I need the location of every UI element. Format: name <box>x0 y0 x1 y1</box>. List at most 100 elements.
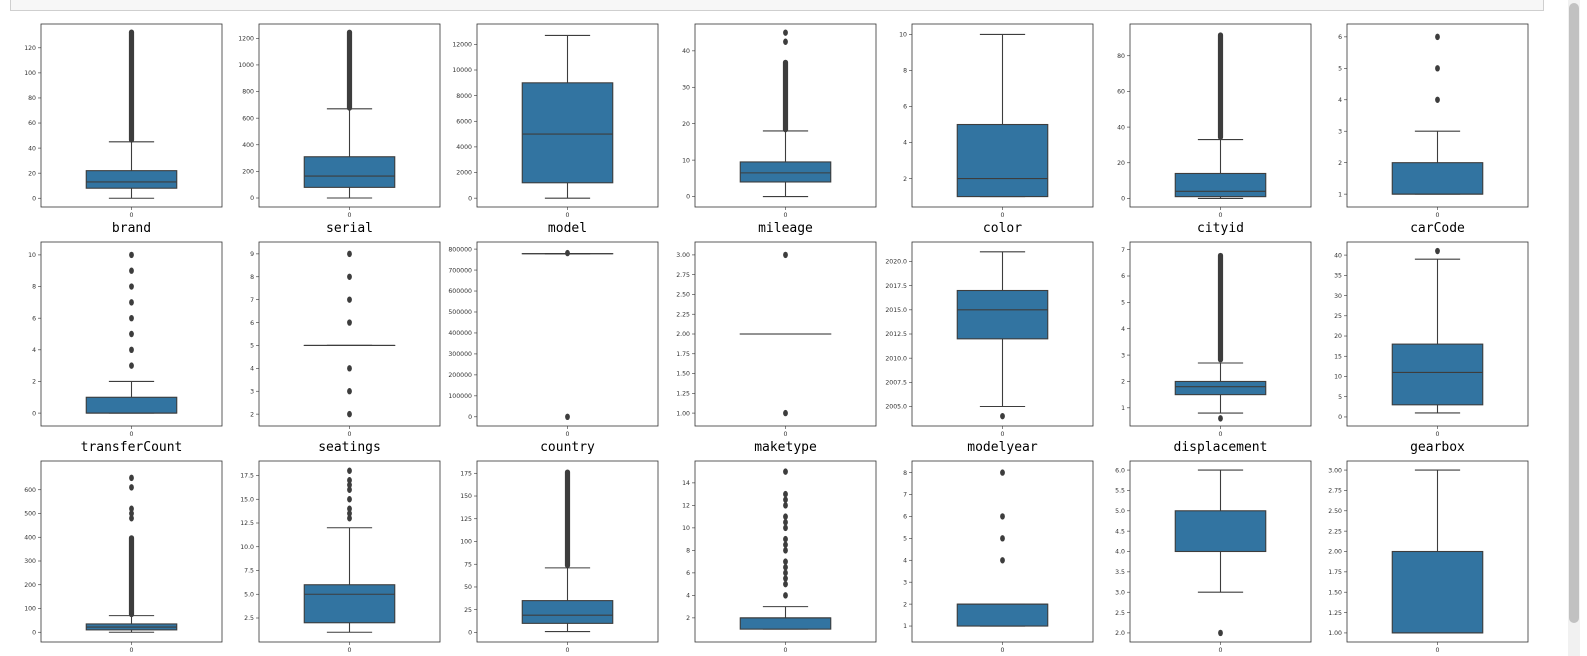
y-tick-label: 3.0 <box>1115 589 1125 596</box>
y-tick-label: 4.0 <box>1115 549 1125 556</box>
y-tick-label: 600 <box>242 115 254 122</box>
y-tick-label: 4 <box>1338 97 1342 104</box>
y-tick-label: 4 <box>903 557 907 564</box>
y-tick-label: 1.50 <box>676 371 690 378</box>
y-tick-label: 2020.0 <box>885 259 907 266</box>
x-axis-label: serial <box>326 221 373 236</box>
x-tick-label: 0 <box>348 431 352 438</box>
box-iqr <box>1174 380 1267 396</box>
outlier-cluster <box>782 59 789 133</box>
boxplot-panel: 2 3 4 5 6 7 8 9 0 seatings <box>250 241 441 455</box>
y-tick-label: 30 <box>1334 293 1342 300</box>
y-tick-label: 1.50 <box>1328 589 1342 596</box>
boxplot-panel: 0 20 40 60 80 100 120 0 brand <box>24 23 223 236</box>
y-tick-label: 4 <box>686 593 690 600</box>
y-tick-label: 5 <box>1121 300 1125 307</box>
y-tick-label: 3 <box>1338 128 1342 135</box>
outlier-point <box>1435 65 1440 72</box>
outlier-point <box>783 29 788 36</box>
y-tick-label: 0 <box>686 194 690 201</box>
box-iqr <box>85 170 178 189</box>
y-tick-label: 3 <box>250 388 254 395</box>
x-axis-label: modelyear <box>967 440 1038 455</box>
y-tick-label: 1.75 <box>676 351 690 358</box>
x-tick-label: 0 <box>566 647 570 654</box>
scrollbar-thumb[interactable] <box>1569 3 1579 623</box>
y-tick-label: 2 <box>903 176 907 183</box>
y-tick-label: 2 <box>903 601 907 608</box>
y-tick-label: 3.00 <box>676 252 690 259</box>
y-tick-label: 2005.0 <box>885 404 907 411</box>
box-iqr <box>303 584 396 624</box>
outlier-point <box>129 362 134 369</box>
y-tick-label: 2.50 <box>1328 508 1342 515</box>
y-tick-label: 800 <box>242 89 254 96</box>
outlier-point <box>1218 629 1223 637</box>
y-tick-label: 50 <box>464 584 472 591</box>
box-iqr <box>303 156 396 188</box>
y-tick-label: 2.25 <box>1328 528 1342 535</box>
outlier-point <box>1000 513 1005 520</box>
outlier-point <box>347 481 352 489</box>
y-tick-label: 125 <box>460 516 472 523</box>
y-tick-label: 2010.0 <box>885 355 907 362</box>
y-tick-label: 2.25 <box>676 311 690 318</box>
boxplot-panel: 0 100 200 300 400 500 600 0 <box>24 460 223 654</box>
x-axis-label: gearbox <box>1410 440 1465 455</box>
y-tick-label: 400 <box>242 142 254 149</box>
x-tick-label: 0 <box>1001 647 1005 654</box>
boxplot-panel: 1 2 3 4 5 6 7 0 displacement <box>1121 241 1312 455</box>
x-axis-label: carCode <box>1410 221 1465 236</box>
y-tick-label: 5.0 <box>1115 508 1125 515</box>
y-tick-label: 5 <box>1338 394 1342 401</box>
boxplot-panel: 1 2 3 4 5 6 0 carCode <box>1338 23 1529 236</box>
y-tick-label: 0 <box>1121 196 1125 203</box>
y-tick-label: 12000 <box>452 42 472 49</box>
outlier-point <box>783 468 788 475</box>
y-tick-label: 200 <box>24 582 36 589</box>
y-tick-label: 9 <box>250 251 254 258</box>
y-tick-label: 100 <box>460 539 472 546</box>
y-tick-label: 500000 <box>448 309 472 316</box>
y-tick-label: 40 <box>1117 124 1125 131</box>
y-tick-label: 0 <box>32 410 36 417</box>
box-iqr <box>956 289 1049 340</box>
outlier-point <box>129 283 134 290</box>
y-tick-label: 20 <box>1334 333 1342 340</box>
outlier-point <box>347 515 352 522</box>
x-tick-label: 0 <box>566 431 570 438</box>
boxplot-panel: 2.0 2.5 3.0 3.5 4.0 4.5 5.0 5.5 6.0 0 <box>1115 460 1312 654</box>
y-tick-label: 3.00 <box>1328 467 1342 474</box>
y-tick-label: 6 <box>32 315 36 322</box>
y-tick-label: 100 <box>24 606 36 613</box>
y-tick-label: 5 <box>903 536 907 543</box>
y-tick-label: 3 <box>1121 352 1125 359</box>
y-tick-label: 2.75 <box>676 272 690 279</box>
outlier-point <box>347 477 352 484</box>
y-tick-label: 14 <box>682 480 690 487</box>
y-tick-label: 40 <box>682 48 690 55</box>
outlier-point <box>783 38 788 45</box>
y-tick-label: 500 <box>24 511 36 518</box>
outlier-point <box>347 496 352 503</box>
box-iqr <box>1174 172 1267 198</box>
box-iqr <box>1391 162 1484 195</box>
y-tick-label: 2 <box>686 615 690 622</box>
y-tick-label: 6 <box>1121 273 1125 280</box>
boxplot-panel: 0 25 50 75 100 125 150 175 0 <box>460 460 659 654</box>
outlier-point <box>783 490 788 498</box>
outlier-point <box>1435 247 1440 255</box>
y-tick-label: 2.5 <box>244 615 254 622</box>
y-tick-label: 0 <box>468 195 472 202</box>
outlier-point <box>1000 557 1005 564</box>
x-tick-label: 0 <box>1436 647 1440 654</box>
y-tick-label: 40 <box>1334 252 1342 259</box>
y-tick-label: 20 <box>28 170 36 177</box>
outlier-point <box>783 519 788 526</box>
x-tick-label: 0 <box>1219 431 1223 438</box>
outlier-point <box>783 541 788 548</box>
y-tick-label: 25 <box>1334 313 1342 320</box>
outlier-point <box>347 505 352 512</box>
y-tick-label: 1 <box>903 623 907 630</box>
y-tick-label: 4000 <box>456 144 472 151</box>
